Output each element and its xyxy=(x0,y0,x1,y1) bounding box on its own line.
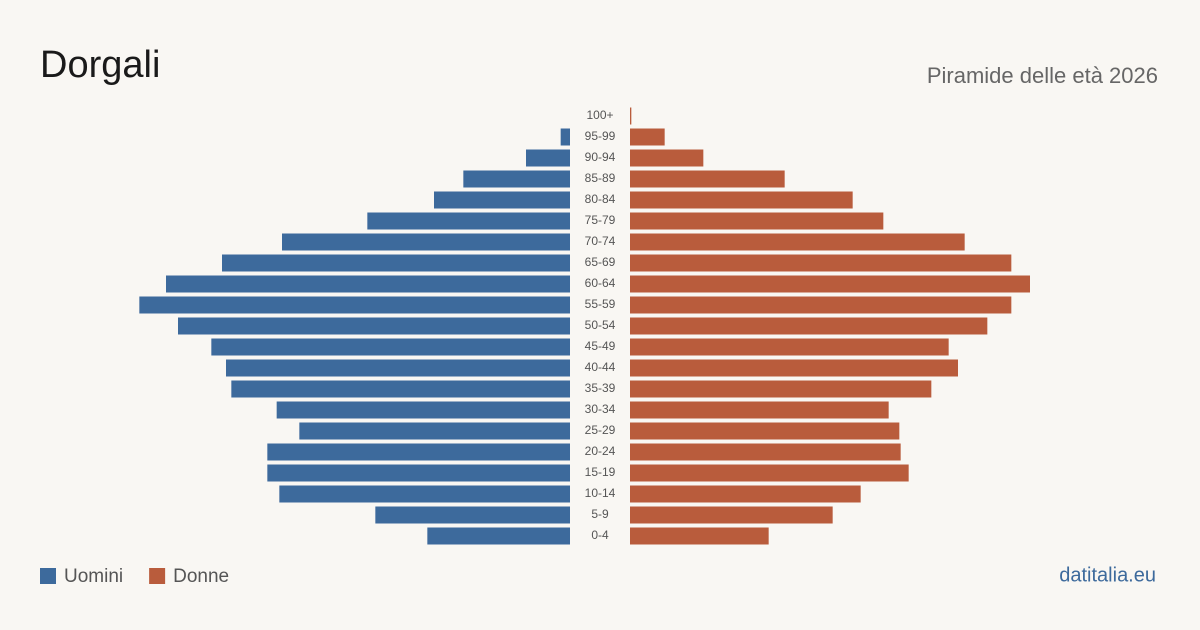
bar-female xyxy=(630,422,900,440)
bar-male xyxy=(375,506,570,524)
bar-female xyxy=(630,212,884,230)
age-label: 20-24 xyxy=(585,444,616,458)
bar-male xyxy=(279,485,570,503)
chart-title: Dorgali xyxy=(40,44,160,86)
age-label: 0-4 xyxy=(591,528,609,542)
chart-subtitle: Piramide delle età 2026 xyxy=(927,63,1158,88)
bar-male xyxy=(226,359,570,377)
legend-label: Uomini xyxy=(64,566,123,587)
bar-male xyxy=(367,212,570,230)
bar-female xyxy=(630,317,988,335)
age-label: 55-59 xyxy=(585,297,616,311)
bar-female xyxy=(630,485,861,503)
bar-female xyxy=(630,296,1012,314)
bar-male xyxy=(178,317,570,335)
age-label: 15-19 xyxy=(585,465,616,479)
bar-female xyxy=(630,170,785,188)
age-label: 60-64 xyxy=(585,276,616,290)
bar-male xyxy=(560,128,570,146)
bar-female xyxy=(630,128,665,146)
bar-male xyxy=(222,254,570,272)
age-label: 40-44 xyxy=(585,360,616,374)
bar-male xyxy=(526,149,570,167)
age-label: 90-94 xyxy=(585,150,616,164)
bar-female xyxy=(630,254,1012,272)
bar-male xyxy=(463,170,570,188)
bar-female xyxy=(630,233,965,251)
age-label: 5-9 xyxy=(591,507,609,521)
age-label: 65-69 xyxy=(585,255,616,269)
age-label: 100+ xyxy=(586,108,613,122)
age-label: 80-84 xyxy=(585,192,616,206)
bar-male xyxy=(267,443,570,461)
bar-female xyxy=(630,149,704,167)
bar-female xyxy=(630,506,833,524)
bar-female xyxy=(630,191,853,209)
legend-swatch xyxy=(40,568,56,584)
age-label: 45-49 xyxy=(585,339,616,353)
bar-male xyxy=(299,422,570,440)
age-label: 35-39 xyxy=(585,381,616,395)
bar-male xyxy=(211,338,571,356)
age-label: 50-54 xyxy=(585,318,616,332)
bar-male xyxy=(267,464,570,482)
age-label: 95-99 xyxy=(585,129,616,143)
age-label: 75-79 xyxy=(585,213,616,227)
bar-female xyxy=(630,107,632,125)
bar-female xyxy=(630,464,909,482)
bar-male xyxy=(434,191,570,209)
bar-male xyxy=(276,401,570,419)
bar-male xyxy=(427,527,570,545)
bar-female xyxy=(630,359,958,377)
legend-label: Donne xyxy=(173,566,229,587)
bar-male xyxy=(282,233,570,251)
bar-female xyxy=(630,401,889,419)
age-label: 85-89 xyxy=(585,171,616,185)
bar-female xyxy=(630,443,901,461)
age-label: 30-34 xyxy=(585,402,616,416)
bar-female xyxy=(630,527,769,545)
bar-male xyxy=(231,380,571,398)
age-label: 25-29 xyxy=(585,423,616,437)
age-label: 70-74 xyxy=(585,234,616,248)
bar-male xyxy=(166,275,570,293)
bar-female xyxy=(630,380,932,398)
bar-male xyxy=(139,296,571,314)
bar-female xyxy=(630,275,1030,293)
bar-female xyxy=(630,338,949,356)
age-label: 10-14 xyxy=(585,486,616,500)
source: datitalia.eu xyxy=(1059,564,1156,586)
legend-swatch xyxy=(149,568,166,584)
